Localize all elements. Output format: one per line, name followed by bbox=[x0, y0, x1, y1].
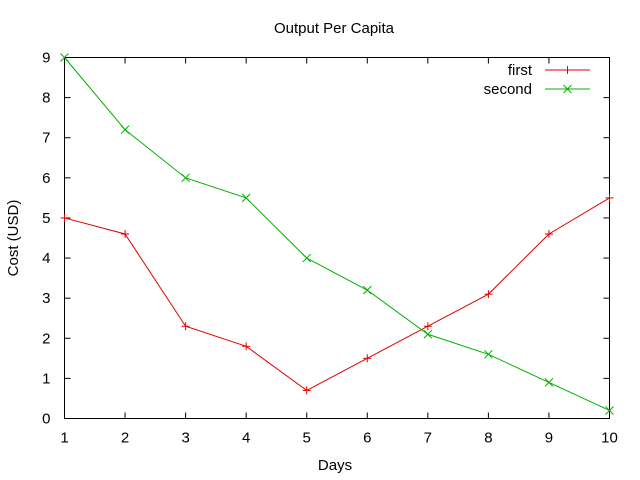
series-layer bbox=[60, 53, 614, 415]
y-tick-label: 2 bbox=[42, 330, 50, 347]
x-tick-label: 5 bbox=[303, 430, 311, 447]
data-point-second bbox=[302, 253, 312, 263]
legend-marker-first bbox=[563, 66, 572, 74]
data-point-first bbox=[423, 322, 432, 331]
data-point-first bbox=[60, 213, 69, 222]
legend-label-second: second bbox=[484, 81, 532, 98]
y-axis: 0 1 2 3 4 5 6 7 8 9 bbox=[42, 50, 610, 428]
y-tick-label: 1 bbox=[42, 370, 50, 387]
data-point-first bbox=[181, 322, 190, 331]
data-point-first bbox=[544, 229, 553, 238]
y-tick-label: 0 bbox=[42, 411, 50, 428]
series-line-second bbox=[64, 57, 610, 411]
data-point-second bbox=[60, 53, 69, 62]
data-point-first bbox=[302, 386, 311, 395]
x-axis: 1 2 3 4 5 6 7 8 9 10 bbox=[60, 57, 618, 447]
data-point-first bbox=[242, 342, 251, 351]
y-tick-label: 6 bbox=[42, 170, 50, 187]
data-point-second bbox=[241, 193, 251, 203]
y-tick-label: 3 bbox=[42, 290, 50, 307]
y-tick-label: 4 bbox=[42, 250, 50, 267]
legend-marker-second bbox=[563, 84, 572, 94]
data-point-first bbox=[605, 193, 614, 202]
x-tick-label: 1 bbox=[60, 430, 68, 447]
data-point-second bbox=[544, 378, 554, 387]
data-point-first bbox=[363, 354, 372, 363]
data-point-first bbox=[121, 229, 130, 238]
x-axis-label: Days bbox=[318, 457, 352, 474]
chart-title: Output Per Capita bbox=[274, 20, 395, 37]
data-point-second bbox=[181, 173, 190, 183]
plot-frame bbox=[64, 57, 610, 419]
series-second bbox=[60, 53, 614, 415]
x-tick-label: 7 bbox=[424, 430, 432, 447]
data-point-second bbox=[605, 406, 614, 415]
x-tick-label: 4 bbox=[242, 430, 250, 447]
y-tick-label: 8 bbox=[42, 90, 50, 107]
y-tick-label: 5 bbox=[42, 210, 50, 227]
data-point-first bbox=[484, 290, 493, 299]
x-tick-label: 10 bbox=[601, 430, 618, 447]
data-point-second bbox=[362, 285, 372, 295]
y-axis-label: Cost (USD) bbox=[5, 200, 22, 277]
x-tick-label: 3 bbox=[181, 430, 189, 447]
x-tick-label: 6 bbox=[363, 430, 371, 447]
series-line-first bbox=[64, 197, 610, 392]
y-tick-label: 7 bbox=[42, 130, 50, 147]
series-first bbox=[60, 193, 614, 395]
x-tick-label: 9 bbox=[545, 430, 553, 447]
y-tick-label: 9 bbox=[42, 50, 50, 67]
legend: first second bbox=[484, 62, 590, 98]
data-point-second bbox=[120, 125, 130, 135]
data-point-second bbox=[484, 349, 493, 359]
x-tick-label: 8 bbox=[484, 430, 492, 447]
legend-label-first: first bbox=[508, 62, 533, 79]
data-point-second bbox=[423, 329, 433, 339]
x-tick-label: 2 bbox=[121, 430, 129, 447]
